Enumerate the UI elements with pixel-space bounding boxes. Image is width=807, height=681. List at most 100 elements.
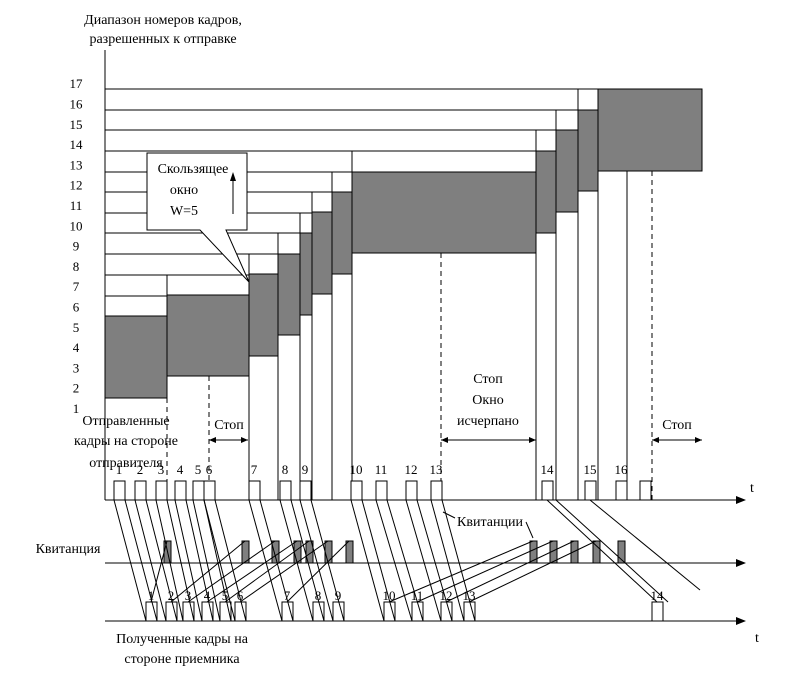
window-history <box>104 88 703 399</box>
late-path-2 <box>555 499 669 603</box>
sent-frame-label-13: 13 <box>430 462 443 477</box>
stop-arrowhead-first-left <box>209 437 216 443</box>
window-band-11 <box>577 88 599 111</box>
active-window-10 <box>555 129 579 213</box>
acks-pointer-left <box>442 511 456 519</box>
sent-frame-label-4: 4 <box>177 462 184 477</box>
receiver-time-symbol: t <box>755 631 759 646</box>
y-tick-7: 7 <box>73 279 80 294</box>
frame-path-b-13 <box>441 499 476 622</box>
stop-label-middle-2: Окно <box>472 393 503 408</box>
received-frame-box-7 <box>281 601 294 622</box>
y-tick-12: 12 <box>70 178 83 193</box>
window-band-3 <box>248 253 279 276</box>
received-frame-box-6 <box>234 601 247 622</box>
sent-frame-box-7 <box>248 480 261 501</box>
window-band-5 <box>299 212 313 234</box>
ack-timeline-arrow <box>736 559 746 567</box>
received-frame-label-14: 14 <box>651 588 665 603</box>
ack-path-8 <box>388 540 534 603</box>
sender-label-line-3: отправителя <box>89 456 163 471</box>
ack-11 <box>592 540 601 564</box>
frame-path-a-5 <box>192 499 221 622</box>
ack-7 <box>345 540 354 564</box>
sent-frame-box-15 <box>584 480 597 501</box>
sent-frame-box-8 <box>279 480 292 501</box>
received-frame-box-12 <box>440 601 453 622</box>
sent-frame-label-1: 1 <box>116 462 123 477</box>
sent-frame-label-6: 6 <box>206 462 213 477</box>
window-band-4 <box>277 232 301 255</box>
callout-line-3: W=5 <box>170 204 198 219</box>
frame-path-a-11 <box>375 499 413 622</box>
sent-frame-box-4 <box>174 480 187 501</box>
received-frame-box-8 <box>312 601 325 622</box>
window-band-6 <box>311 191 333 214</box>
title-line-1: Диапазон номеров кадров, <box>84 13 242 28</box>
sent-frame-label-11: 11 <box>375 462 388 477</box>
frame-path-a-3 <box>155 499 184 622</box>
sent-frame-box-10 <box>350 480 363 501</box>
stop-arrowhead-middle-left <box>441 437 448 443</box>
y-tick-4: 4 <box>73 340 80 355</box>
receiver-label-line-2: стороне приемника <box>124 652 240 667</box>
frame-path-a-2 <box>134 499 167 622</box>
transfer-lines <box>113 499 701 622</box>
sender-label-line-1: Отправленные <box>82 414 169 429</box>
window-band-8 <box>351 150 537 173</box>
sent-frame-box-2 <box>134 480 147 501</box>
stop-arrowhead-middle-right <box>529 437 536 443</box>
y-tick-5: 5 <box>73 320 80 335</box>
frame-path-a-1 <box>113 499 147 622</box>
title-line-2: разрешенных к отправке <box>89 32 236 47</box>
received-frame-box-14 <box>651 601 664 622</box>
sent-frame-label-9: 9 <box>302 462 309 477</box>
active-window-7 <box>331 191 353 275</box>
stop-label-last: Стоп <box>662 418 692 433</box>
frame-path-a-13 <box>430 499 465 622</box>
frame-path-a-7 <box>248 499 283 622</box>
sent-frame-extra-1 <box>639 480 652 501</box>
sent-frame-label-3: 3 <box>158 462 165 477</box>
sent-frame-label-10: 10 <box>350 462 363 477</box>
received-frame-box-10 <box>383 601 396 622</box>
window-edge-drops <box>166 171 653 500</box>
received-frame-box-13 <box>463 601 476 622</box>
frame-path-b-7 <box>259 499 294 622</box>
acks <box>163 540 626 564</box>
sent-frame-label-8: 8 <box>282 462 289 477</box>
active-window-5 <box>299 232 313 316</box>
frame-path-a-10 <box>350 499 385 622</box>
sent-frame-label-14: 14 <box>541 462 555 477</box>
stop-label-middle-1: Стоп <box>473 372 503 387</box>
sent-frame-box-3 <box>155 480 168 501</box>
ack-path-2 <box>170 540 246 603</box>
ack-10 <box>570 540 579 564</box>
frame-path-b-8 <box>290 499 325 622</box>
stop-indicators: Стоп Стоп Окно исчерпано Стоп <box>209 372 702 443</box>
ack-path-5 <box>224 540 310 603</box>
ack-label: Квитанция <box>36 542 101 557</box>
active-window-3 <box>248 273 279 357</box>
stop-label-first: Стоп <box>214 418 244 433</box>
ack-path-11 <box>468 540 597 603</box>
ack-2 <box>241 540 250 564</box>
late-path-3 <box>589 499 701 591</box>
active-window-1 <box>104 315 168 399</box>
callout-line-1: Скользящее <box>158 162 229 177</box>
y-tick-17: 17 <box>70 76 84 91</box>
sent-frames: 1 2 3 4 5 6 7 8 9 10 11 12 13 14 15 16 <box>113 462 652 501</box>
sent-frame-box-6 <box>203 480 216 501</box>
sent-frame-box-9 <box>299 480 312 501</box>
frame-path-a-12 <box>405 499 442 622</box>
ack-path-4 <box>206 540 298 603</box>
sent-frame-box-14 <box>541 480 554 501</box>
received-frame-box-9 <box>332 601 345 622</box>
acks-pointer-right <box>525 521 534 539</box>
received-frame-label-12: 12 <box>440 588 453 603</box>
sender-label-line-2: кадры на стороне <box>74 434 178 449</box>
received-frame-label-9: 9 <box>335 588 342 603</box>
received-frame-label-8: 8 <box>315 588 322 603</box>
receiver-timeline-arrow <box>736 617 746 625</box>
